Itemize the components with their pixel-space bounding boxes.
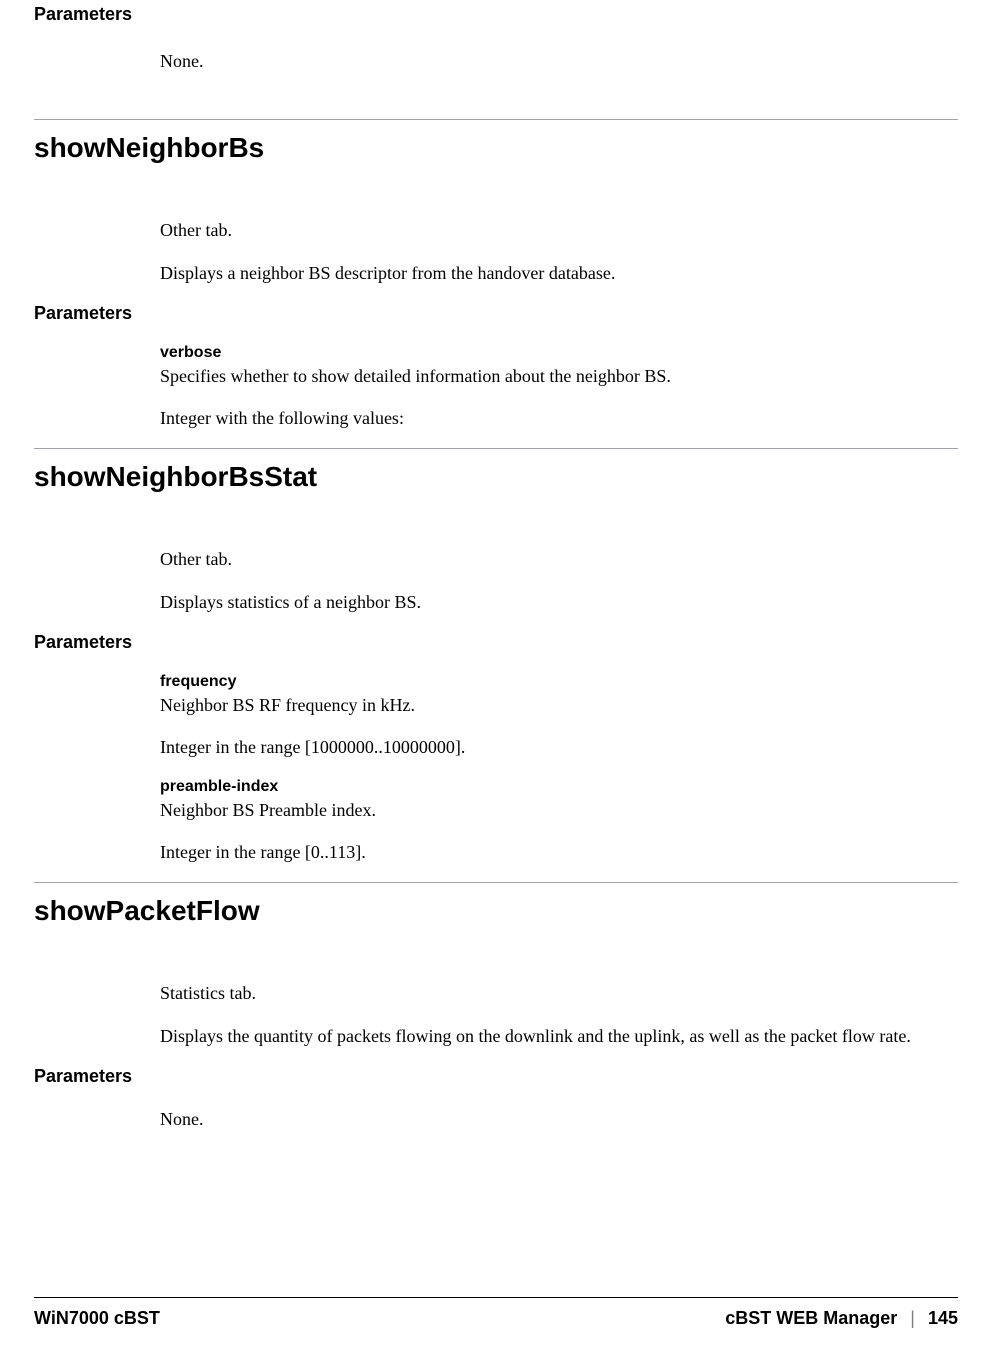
footer-section-title: cBST WEB Manager xyxy=(725,1308,897,1328)
footer-rule xyxy=(34,1297,958,1298)
section-title-showneighborbsstat: showNeighborBsStat xyxy=(34,461,958,493)
footer-row: WiN7000 cBST cBST WEB Manager | 145 xyxy=(34,1308,958,1329)
section-tab: Other tab. xyxy=(160,547,958,571)
section-tab: Statistics tab. xyxy=(160,981,958,1005)
page: Parameters None. showNeighborBs Other ta… xyxy=(0,0,992,1363)
section-divider xyxy=(34,119,958,120)
param-type-preamble-index: Integer in the range [0..113]. xyxy=(160,840,958,864)
param-name-preamble-index: preamble-index xyxy=(160,778,958,796)
parameters-heading: Parameters xyxy=(34,303,958,324)
param-desc-frequency: Neighbor BS RF frequency in kHz. xyxy=(160,693,958,717)
section-description: Displays statistics of a neighbor BS. xyxy=(160,590,958,614)
content: Parameters None. showNeighborBs Other ta… xyxy=(34,0,958,1131)
parameters-none: None. xyxy=(160,49,958,73)
section-description: Displays the quantity of packets flowing… xyxy=(160,1024,958,1048)
section-title-showneighborbs: showNeighborBs xyxy=(34,132,958,164)
section-divider xyxy=(34,882,958,883)
param-desc-verbose: Specifies whether to show detailed infor… xyxy=(160,364,958,388)
footer-separator: | xyxy=(902,1308,923,1328)
section-description: Displays a neighbor BS descriptor from t… xyxy=(160,261,958,285)
footer-page-number: 145 xyxy=(928,1308,958,1328)
section-tab: Other tab. xyxy=(160,218,958,242)
param-name-verbose: verbose xyxy=(160,344,958,362)
param-desc-preamble-index: Neighbor BS Preamble index. xyxy=(160,798,958,822)
param-type-verbose: Integer with the following values: xyxy=(160,406,958,430)
footer-right: cBST WEB Manager | 145 xyxy=(725,1308,958,1329)
parameters-none: None. xyxy=(160,1107,958,1131)
parameters-heading: Parameters xyxy=(34,632,958,653)
section-title-showpacketflow: showPacketFlow xyxy=(34,895,958,927)
parameters-heading: Parameters xyxy=(34,1066,958,1087)
param-type-frequency: Integer in the range [1000000..10000000]… xyxy=(160,735,958,759)
param-name-frequency: frequency xyxy=(160,673,958,691)
footer-product: WiN7000 cBST xyxy=(34,1308,160,1329)
parameters-heading: Parameters xyxy=(34,4,958,25)
page-footer: WiN7000 cBST cBST WEB Manager | 145 xyxy=(34,1297,958,1329)
section-divider xyxy=(34,448,958,449)
